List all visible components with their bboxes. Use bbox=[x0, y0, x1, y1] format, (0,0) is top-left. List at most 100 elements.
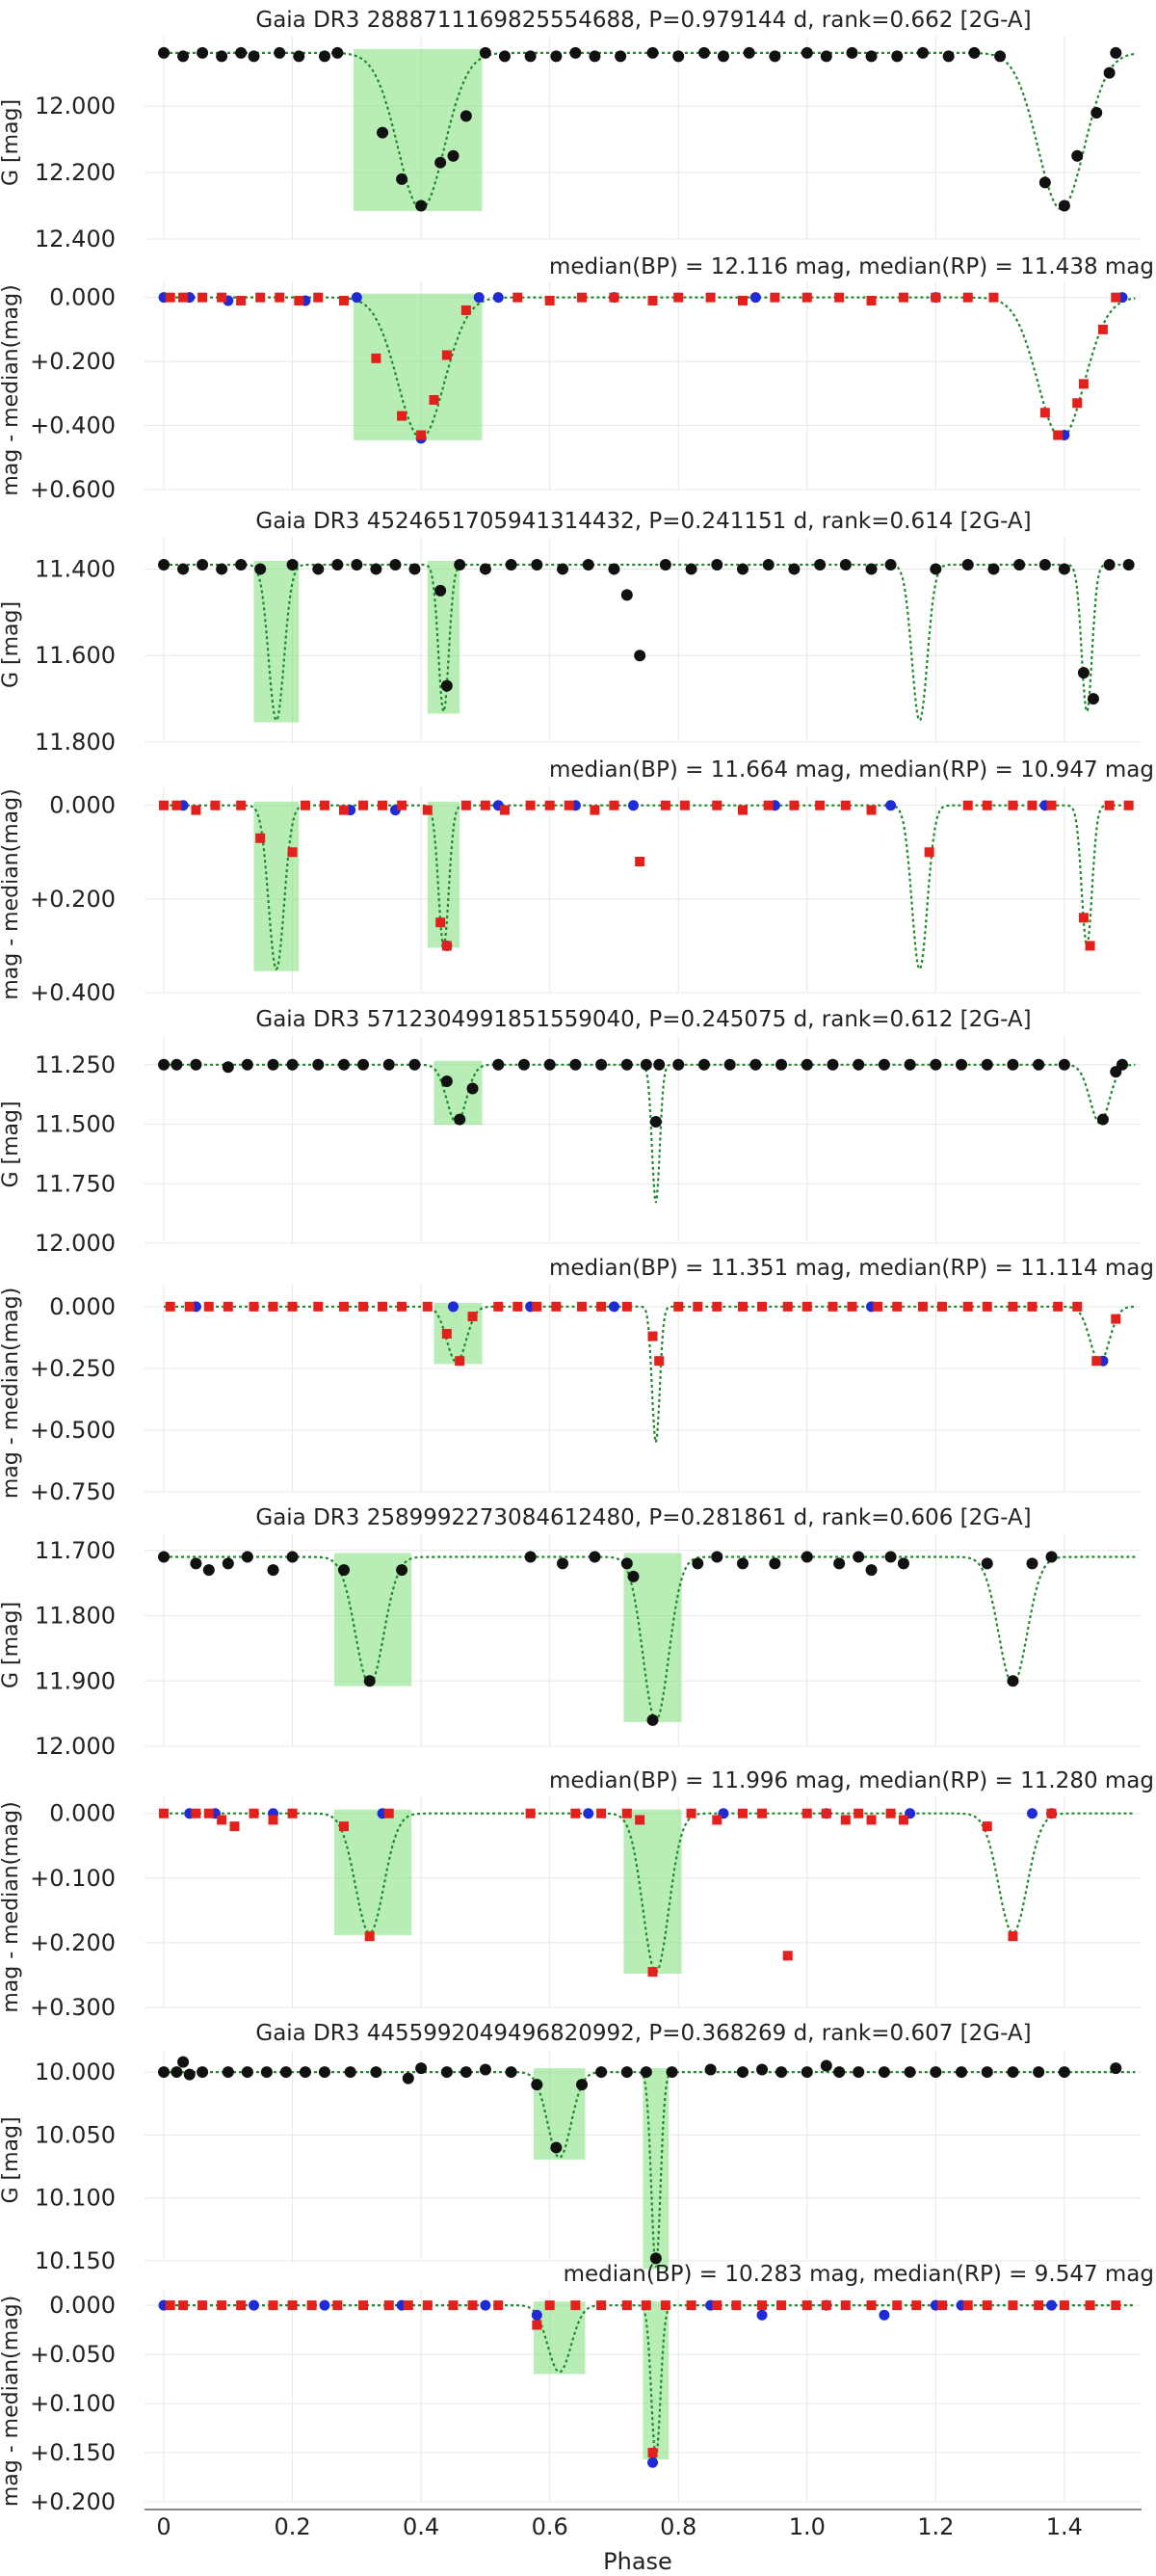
g-point bbox=[634, 650, 646, 662]
rp-point bbox=[364, 1931, 375, 1942]
rp-point bbox=[770, 292, 780, 303]
rp-point bbox=[693, 1301, 703, 1312]
g-point bbox=[589, 50, 601, 63]
g-point bbox=[653, 1058, 666, 1071]
rp-point bbox=[937, 2300, 947, 2311]
y-tick-label: 0.000 bbox=[49, 792, 116, 819]
g-point bbox=[1122, 558, 1135, 571]
rp-point bbox=[596, 1808, 607, 1819]
rp-point bbox=[467, 2300, 478, 2311]
rp-point bbox=[885, 1808, 896, 1819]
g-point bbox=[961, 558, 974, 571]
g-point bbox=[543, 1058, 556, 1071]
g-point bbox=[460, 110, 472, 122]
rp-point bbox=[1039, 408, 1050, 418]
y-tick-label: +0.150 bbox=[30, 2439, 116, 2466]
x-axis-label: Phase bbox=[603, 2548, 672, 2575]
g-point bbox=[460, 2066, 472, 2079]
g-point bbox=[1058, 199, 1070, 212]
rp-point bbox=[801, 1301, 812, 1312]
rp-point bbox=[197, 2300, 208, 2311]
g-point bbox=[853, 2066, 865, 2079]
rp-point bbox=[821, 2300, 831, 2311]
g-point bbox=[171, 1058, 183, 1071]
g-point bbox=[620, 589, 633, 601]
g-point bbox=[569, 46, 582, 59]
rp-point bbox=[422, 805, 433, 815]
g-point bbox=[177, 2056, 190, 2068]
g-point bbox=[1038, 176, 1051, 189]
y-tick-label: 12.400 bbox=[35, 226, 116, 252]
rp-point bbox=[332, 2300, 343, 2311]
g-point bbox=[318, 50, 330, 63]
bprp-panel-3: 0.000 +0.100 +0.200 +0.300 mag - median(mag) bbox=[0, 1797, 1142, 2021]
g-point bbox=[697, 46, 710, 59]
rp-point bbox=[1104, 800, 1115, 810]
g-point bbox=[241, 2066, 253, 2079]
rp-point bbox=[383, 2300, 394, 2311]
rp-point bbox=[255, 833, 266, 843]
rp-point bbox=[416, 430, 427, 440]
rp-point bbox=[378, 800, 388, 810]
rp-point bbox=[673, 1301, 684, 1312]
g-point bbox=[801, 2066, 813, 2079]
rp-point bbox=[275, 292, 285, 303]
y-tick-label: 11.900 bbox=[35, 1667, 116, 1694]
g-point bbox=[171, 2066, 183, 2079]
g-point bbox=[814, 558, 827, 571]
g-point bbox=[479, 2063, 491, 2076]
g-point bbox=[666, 2066, 678, 2079]
rp-point bbox=[962, 1301, 973, 1312]
g-point bbox=[994, 50, 1007, 63]
median-label: median(BP) = 11.664 mag, median(RP) = 10… bbox=[549, 757, 1154, 783]
y-tick-label: 0.000 bbox=[49, 1293, 116, 1320]
g-point bbox=[454, 1113, 466, 1126]
rp-point bbox=[532, 2320, 542, 2330]
x-tick-label: 1.2 bbox=[917, 2513, 954, 2540]
y-tick-label: 12.000 bbox=[35, 1230, 116, 1257]
rp-point bbox=[499, 805, 510, 815]
g-point bbox=[904, 1058, 916, 1071]
rp-point bbox=[854, 1808, 864, 1819]
rp-point bbox=[801, 2300, 812, 2311]
model-curve bbox=[164, 1812, 1136, 1974]
g-point bbox=[202, 1564, 215, 1577]
rp-point bbox=[191, 1808, 201, 1819]
rp-point bbox=[647, 1331, 658, 1341]
rp-point bbox=[1053, 1301, 1064, 1312]
rp-point bbox=[300, 800, 310, 810]
g-point bbox=[801, 46, 813, 59]
g-point bbox=[440, 1076, 453, 1088]
g-point bbox=[531, 2079, 543, 2091]
rp-point bbox=[937, 1301, 947, 1312]
rp-point bbox=[306, 2300, 317, 2311]
rp-point bbox=[738, 295, 748, 305]
median-label: median(BP) = 11.351 mag, median(RP) = 11… bbox=[549, 1256, 1154, 1281]
rp-point bbox=[229, 1821, 240, 1832]
rp-point bbox=[917, 1301, 928, 1312]
g-point bbox=[408, 563, 421, 575]
g-point bbox=[897, 1557, 909, 1570]
g-point bbox=[177, 50, 190, 63]
rp-point bbox=[660, 2300, 670, 2311]
y-tick-label: +0.200 bbox=[30, 886, 116, 913]
y-axis-label: mag - median(mag) bbox=[0, 284, 23, 495]
g-point bbox=[968, 46, 981, 59]
rp-point bbox=[203, 1301, 214, 1312]
g-point bbox=[749, 1058, 762, 1071]
g-point bbox=[627, 1570, 640, 1582]
eclipse-window bbox=[623, 1809, 682, 1975]
g-point bbox=[582, 558, 594, 571]
chart-title: Gaia DR3 2589992273084612480, P=0.281861… bbox=[255, 1505, 1031, 1530]
model-curve bbox=[164, 1063, 1136, 1204]
g-point bbox=[1045, 1551, 1058, 1563]
rp-point bbox=[493, 1301, 504, 1312]
g-point bbox=[415, 2062, 428, 2075]
y-tick-label: 0.000 bbox=[49, 1800, 116, 1827]
rp-point bbox=[705, 292, 716, 303]
rp-point bbox=[217, 2300, 227, 2311]
bp-point bbox=[249, 2299, 260, 2311]
g-point bbox=[377, 126, 389, 139]
rp-point bbox=[480, 800, 490, 810]
g-panel-2: 11.250 11.500 11.750 12.000 G [mag] bbox=[0, 1036, 1142, 1257]
